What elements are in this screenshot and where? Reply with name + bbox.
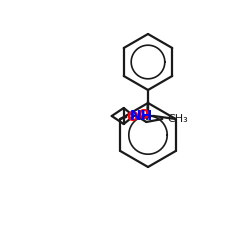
Text: NH: NH xyxy=(130,109,153,123)
Text: O: O xyxy=(137,108,149,122)
Text: CH₃: CH₃ xyxy=(167,114,188,124)
Text: O: O xyxy=(126,110,138,124)
